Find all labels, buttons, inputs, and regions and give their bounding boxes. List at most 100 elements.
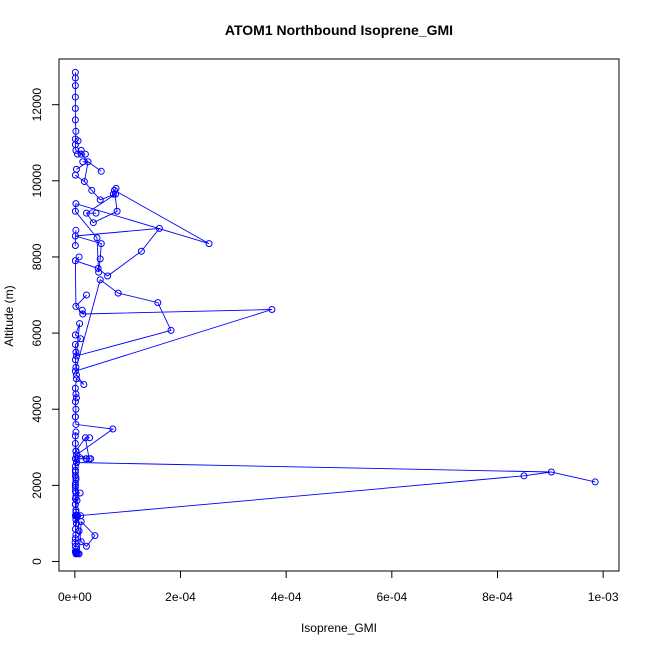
data-point xyxy=(71,356,79,364)
y-axis: 0 2000 4000 6000 8000 10000 12000 xyxy=(30,88,60,565)
data-point xyxy=(137,247,145,255)
data-point xyxy=(72,420,80,428)
series-segment xyxy=(75,294,87,307)
x-axis-label: Isoprene_GMI xyxy=(301,621,377,635)
data-point xyxy=(81,150,89,158)
data-point xyxy=(109,190,117,198)
data-point xyxy=(87,455,95,463)
data-point xyxy=(71,68,79,76)
data-point xyxy=(154,299,162,307)
series-segment xyxy=(75,498,78,501)
data-point xyxy=(110,186,118,194)
data-point xyxy=(96,196,104,204)
x-tick-label: 6e-04 xyxy=(376,590,407,604)
data-point xyxy=(71,171,79,179)
data-point xyxy=(77,538,85,546)
chart-title: ATOM1 Northbound Isoprene_GMI xyxy=(225,22,453,38)
data-point xyxy=(82,291,90,299)
data-point xyxy=(77,335,85,343)
data-point xyxy=(72,363,80,371)
data-point xyxy=(77,146,85,154)
data-point xyxy=(72,200,80,208)
data-point xyxy=(71,398,79,406)
data-point xyxy=(80,178,88,186)
y-tick-label: 0 xyxy=(30,558,44,565)
data-point xyxy=(205,240,213,248)
data-point xyxy=(97,167,105,175)
data-point xyxy=(109,425,117,433)
data-point xyxy=(71,439,79,447)
x-tick-label: 1e-03 xyxy=(588,590,619,604)
data-point xyxy=(93,234,101,242)
data-point xyxy=(71,466,79,474)
data-point xyxy=(72,348,80,356)
data-point xyxy=(71,116,79,124)
data-point xyxy=(71,413,79,421)
data-point xyxy=(72,548,80,556)
data-point xyxy=(72,352,80,360)
y-tick-label: 12000 xyxy=(30,88,44,122)
data-point xyxy=(71,500,79,508)
y-tick-label: 8000 xyxy=(30,243,44,270)
data-point xyxy=(73,497,81,505)
data-point xyxy=(72,451,80,459)
data-point xyxy=(72,226,80,234)
x-tick-label: 2e-04 xyxy=(165,590,196,604)
data-point xyxy=(86,434,94,442)
data-point xyxy=(72,519,80,527)
data-point xyxy=(95,268,103,276)
data-point xyxy=(547,468,555,476)
data-point xyxy=(72,447,80,455)
series-group xyxy=(71,68,599,558)
data-point xyxy=(94,264,102,272)
data-point xyxy=(82,542,90,550)
data-point xyxy=(73,455,81,463)
data-point xyxy=(78,306,86,314)
data-point xyxy=(71,82,79,90)
data-point xyxy=(520,472,528,480)
data-point xyxy=(71,331,79,339)
data-point xyxy=(89,219,97,227)
data-point xyxy=(71,257,79,265)
data-point xyxy=(268,305,276,313)
data-point xyxy=(71,481,79,489)
x-tick-label: 8e-04 xyxy=(482,590,513,604)
data-point xyxy=(104,272,112,280)
series-segment xyxy=(114,188,117,191)
data-point xyxy=(71,242,79,250)
data-point xyxy=(80,380,88,388)
data-point xyxy=(71,462,79,470)
data-point xyxy=(71,207,79,215)
data-point xyxy=(72,405,80,413)
data-point xyxy=(71,341,79,349)
series-line xyxy=(74,72,552,555)
data-point xyxy=(97,240,105,248)
y-tick-label: 2000 xyxy=(30,472,44,499)
y-tick-label: 6000 xyxy=(30,319,44,346)
data-point xyxy=(76,489,84,497)
data-point xyxy=(96,276,104,284)
x-tick-label: 4e-04 xyxy=(271,590,302,604)
data-point xyxy=(167,326,175,334)
data-point xyxy=(73,150,81,158)
data-point xyxy=(71,384,79,392)
data-point xyxy=(77,512,85,520)
data-point xyxy=(155,224,163,232)
plot-frame xyxy=(58,58,620,572)
data-point xyxy=(92,209,100,217)
data-point xyxy=(71,93,79,101)
series-segment xyxy=(76,161,89,170)
data-point xyxy=(71,367,79,375)
data-point xyxy=(76,320,84,328)
x-tick-label: 0e+00 xyxy=(58,590,92,604)
x-axis: 0e+00 2e-04 4e-04 6e-04 8e-04 1e-03 xyxy=(58,570,619,604)
data-point xyxy=(73,512,81,520)
series-segment xyxy=(87,161,102,172)
y-tick-label: 4000 xyxy=(30,396,44,423)
data-point xyxy=(72,127,80,135)
data-point xyxy=(71,104,79,112)
series-segment xyxy=(75,174,85,182)
data-point xyxy=(72,375,80,383)
data-point xyxy=(72,428,80,436)
